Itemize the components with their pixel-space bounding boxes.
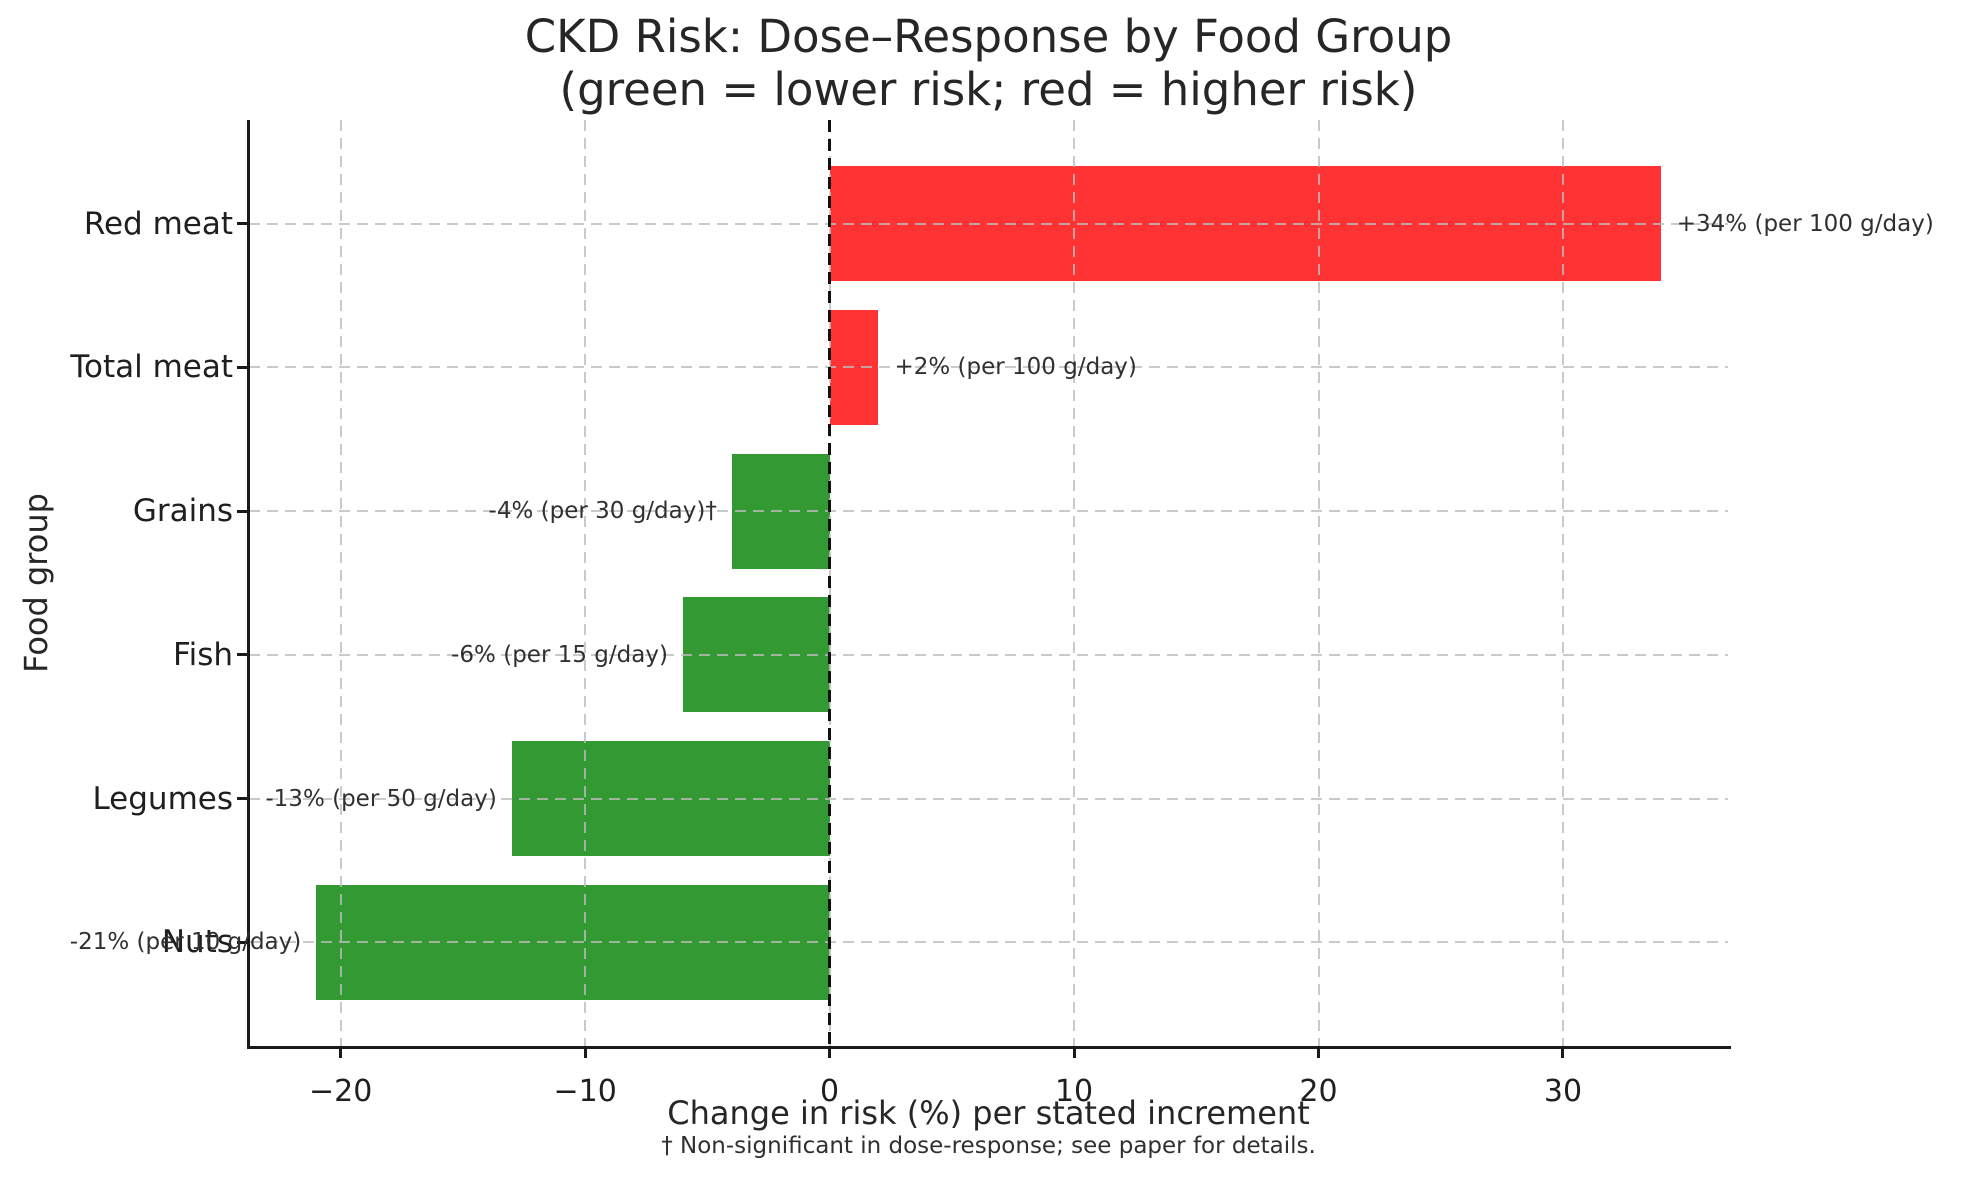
x-tick-label: 0 [820, 1074, 840, 1109]
x-tick-mark [1317, 1049, 1321, 1058]
horizontal-gridline [249, 797, 1728, 800]
chart-title-block: CKD Risk: Dose–Response by Food Group (g… [249, 10, 1728, 116]
x-tick-mark [1072, 1049, 1076, 1058]
vertical-gridline [1073, 120, 1076, 1046]
vertical-gridline [1561, 120, 1564, 1046]
vertical-gridline [584, 120, 587, 1046]
y-tick-mark [237, 797, 247, 801]
bar-annotation-fish: -6% (per 15 g/day) [451, 641, 668, 668]
y-tick-mark [237, 365, 247, 369]
x-tick-mark [583, 1049, 587, 1058]
horizontal-gridline [249, 510, 1728, 513]
category-label-fish: Fish [173, 636, 233, 673]
x-tick-mark [828, 1049, 832, 1058]
x-tick-mark [339, 1049, 343, 1058]
x-tick-mark [1561, 1049, 1565, 1058]
horizontal-gridline [249, 222, 1728, 225]
x-tick-label: 30 [1543, 1074, 1583, 1109]
bar-annotation-red-meat: +34% (per 100 g/day) [1676, 210, 1934, 237]
category-label-red-meat: Red meat [83, 205, 233, 242]
x-tick-label: −20 [309, 1074, 373, 1109]
y-tick-mark [237, 940, 247, 944]
x-tick-label: 20 [1299, 1074, 1338, 1109]
y-tick-mark [237, 653, 247, 657]
y-tick-mark [237, 509, 247, 513]
x-tick-label: −10 [553, 1074, 617, 1109]
y-axis-spine [247, 120, 250, 1049]
horizontal-gridline [249, 653, 1728, 656]
y-tick-mark [237, 222, 247, 226]
bar-annotation-total-meat: +2% (per 100 g/day) [894, 354, 1137, 381]
y-axis-label: Food group [17, 493, 55, 673]
bar-annotation-nuts: -21% (per 10 g/day) [69, 929, 302, 956]
category-label-nuts: Nuts [161, 924, 233, 961]
footnote: † Non-significant in dose-response; see … [661, 1133, 1316, 1159]
x-axis-spine [247, 1046, 1731, 1049]
category-label-total-meat: Total meat [70, 349, 233, 386]
vertical-gridline [1317, 120, 1320, 1046]
bar-annotation-grains: -4% (per 30 g/day)† [488, 498, 717, 525]
zero-reference-line [828, 120, 832, 1046]
chart-subtitle: (green = lower risk; red = higher risk) [559, 63, 1418, 116]
horizontal-gridline [249, 941, 1728, 944]
chart-title: CKD Risk: Dose–Response by Food Group [524, 10, 1453, 63]
x-tick-label: 10 [1054, 1074, 1094, 1109]
x-axis-label: Change in risk (%) per stated increment [667, 1094, 1310, 1132]
vertical-gridline [339, 120, 342, 1046]
horizontal-gridline [249, 366, 1728, 369]
category-label-grains: Grains [132, 493, 233, 530]
category-label-legumes: Legumes [92, 780, 233, 817]
bar-annotation-legumes: -13% (per 50 g/day) [265, 785, 497, 812]
